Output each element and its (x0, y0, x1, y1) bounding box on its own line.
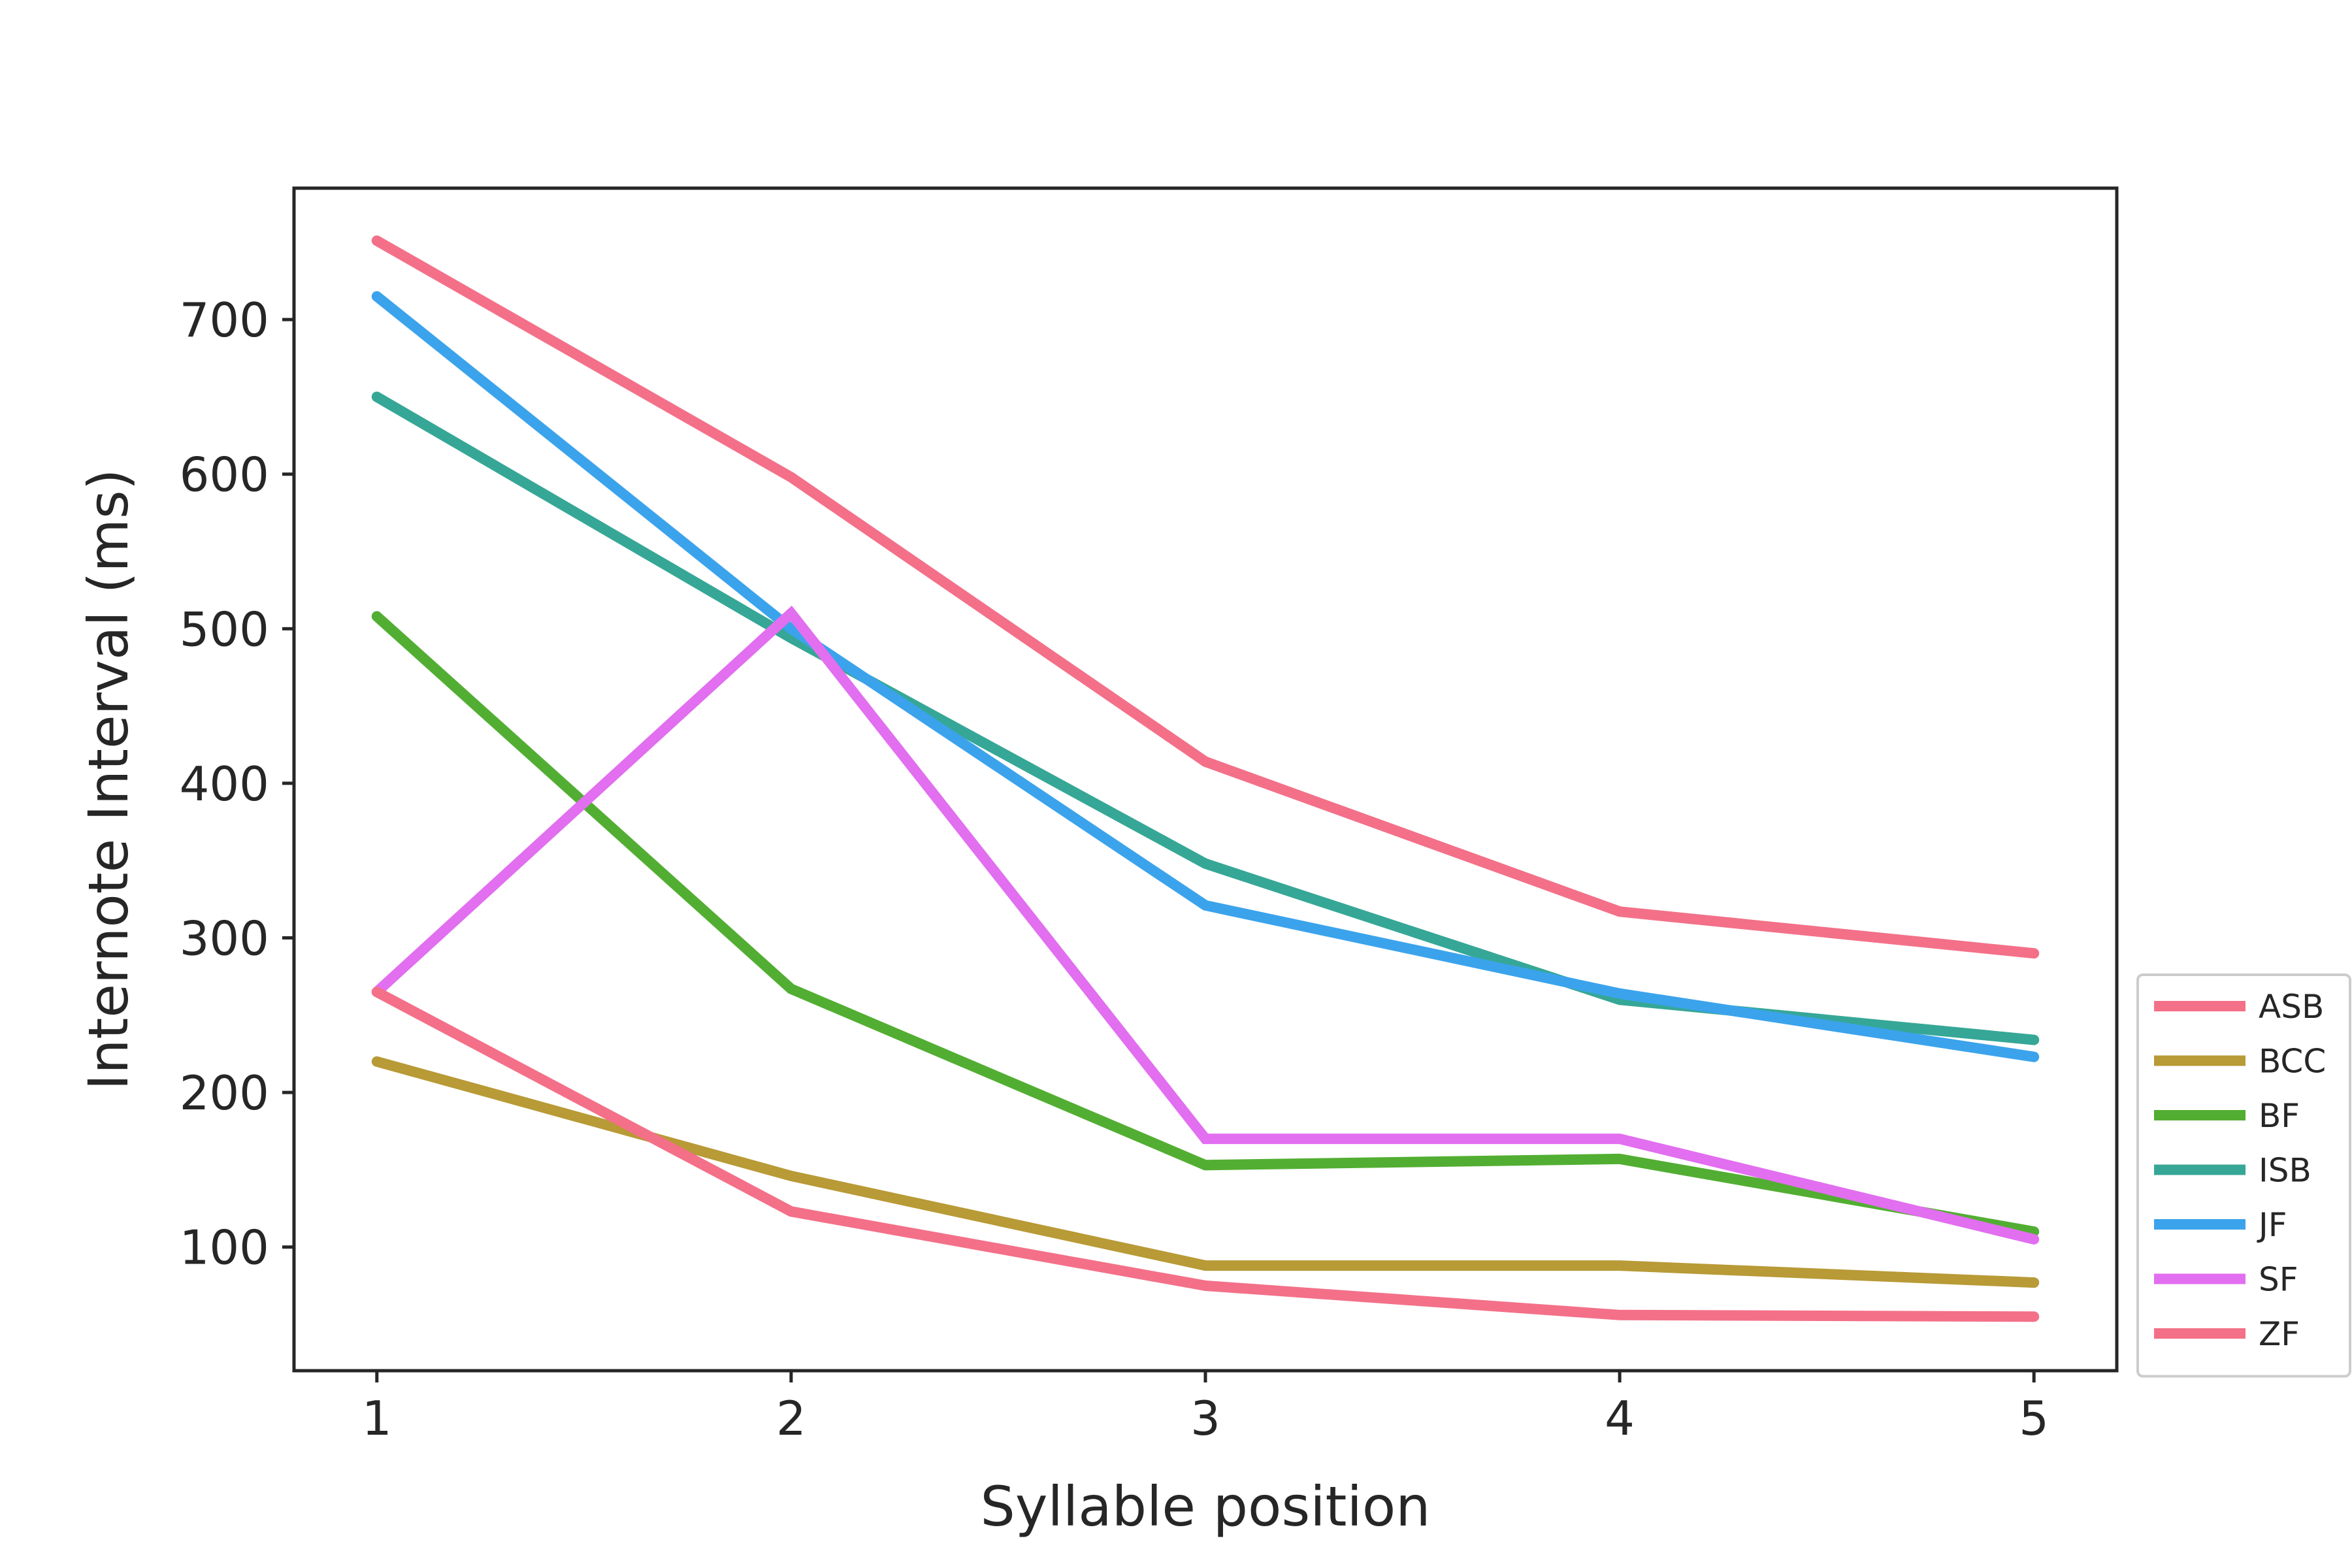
series-layer (371, 235, 2040, 1322)
y-tick-label: 600 (180, 448, 269, 502)
legend-label-bcc: BCC (2259, 1043, 2326, 1081)
series-line-zf (371, 987, 2040, 1322)
x-axis-title: Syllable position (981, 1475, 1431, 1539)
series-line-bf (371, 611, 2040, 1237)
series-line-jf (371, 291, 2040, 1062)
y-tick-label: 700 (180, 293, 269, 348)
legend: ASB BCC BF ISB JF SF ZF (2136, 973, 2351, 1378)
legend-label-bf: BF (2259, 1097, 2300, 1135)
legend-frame (2136, 973, 2351, 1378)
legend-label-asb: ASB (2259, 988, 2324, 1026)
y-tick-label: 300 (180, 911, 269, 966)
x-tick-label: 2 (776, 1391, 806, 1446)
legend-label-isb: ISB (2259, 1152, 2311, 1190)
series-line-sf (371, 605, 2040, 1245)
x-tick-label: 1 (362, 1391, 392, 1446)
y-axis-ticks: 100 200 300 400 500 600 700 (180, 293, 294, 1275)
x-tick-label: 3 (1190, 1391, 1220, 1446)
y-tick-label: 200 (180, 1066, 269, 1120)
legend-label-jf: JF (2257, 1206, 2287, 1244)
y-tick-label: 400 (180, 757, 269, 811)
y-tick-label: 500 (180, 602, 269, 657)
series-line-asb (371, 235, 2040, 959)
y-tick-label: 100 (180, 1220, 269, 1275)
x-axis-ticks: 1 2 3 4 5 (362, 1371, 2049, 1446)
y-axis-title: Internote Interval (ms) (76, 468, 140, 1090)
x-tick-label: 5 (2019, 1391, 2049, 1446)
legend-label-zf: ZF (2259, 1315, 2300, 1353)
legend-label-sf: SF (2259, 1261, 2298, 1299)
x-tick-label: 4 (1605, 1391, 1635, 1446)
